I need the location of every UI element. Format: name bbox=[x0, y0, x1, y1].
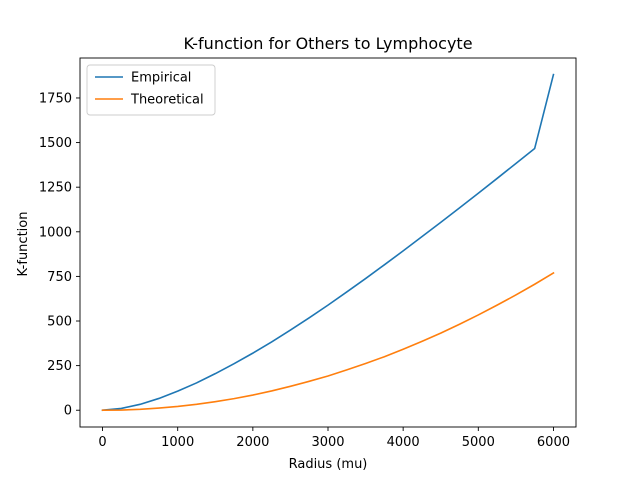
x-tick-label: 5000 bbox=[462, 435, 495, 450]
chart-title: K-function for Others to Lymphocyte bbox=[183, 34, 472, 53]
x-tick-label: 1000 bbox=[161, 435, 194, 450]
plot-area: 0 1000 2000 3000 4000 5000 6000 0 250 500 750 1000 1… bbox=[39, 57, 577, 450]
y-tick-label: 1250 bbox=[39, 181, 72, 196]
legend-label-empirical: Empirical bbox=[131, 71, 191, 86]
x-axis-label: Radius (mu) bbox=[289, 457, 368, 472]
y-tick-label: 0 bbox=[64, 404, 72, 419]
y-tick-label: 250 bbox=[47, 359, 72, 374]
x-tick-label: 6000 bbox=[537, 435, 570, 450]
x-tick-label: 2000 bbox=[236, 435, 269, 450]
legend: Empirical Theoretical bbox=[86, 64, 216, 116]
x-tick-label: 4000 bbox=[387, 435, 420, 450]
y-tick-label: 750 bbox=[47, 270, 72, 285]
x-tick-label: 3000 bbox=[311, 435, 344, 450]
legend-label-theoretical: Theoretical bbox=[130, 93, 204, 108]
series-line-empirical bbox=[101, 73, 555, 412]
x-tick-label: 0 bbox=[98, 435, 106, 450]
series-line-theoretical bbox=[101, 271, 555, 412]
y-tick-label: 1000 bbox=[39, 225, 72, 240]
y-tick-label: 500 bbox=[47, 315, 72, 330]
y-tick-label: 1500 bbox=[39, 136, 72, 151]
y-tick-label: 1750 bbox=[39, 91, 72, 106]
y-axis-label: K-function bbox=[16, 212, 31, 277]
